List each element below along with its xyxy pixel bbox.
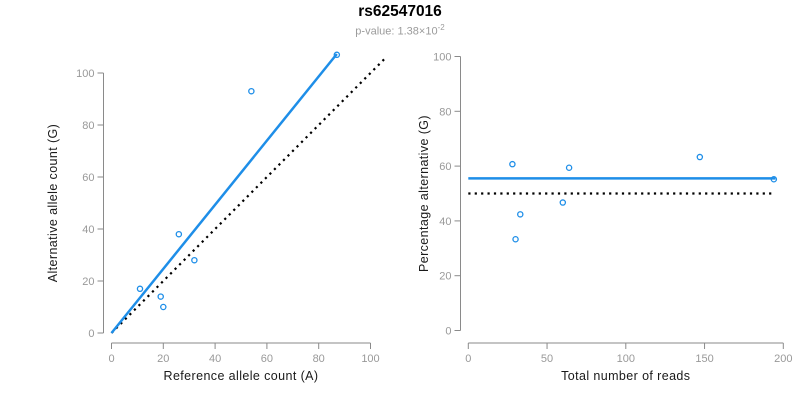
- p-value-exponent: -2: [437, 23, 445, 32]
- data-point: [517, 211, 524, 218]
- y-tick-label: 20: [439, 271, 451, 283]
- y-tick-label: 80: [82, 120, 94, 132]
- x-axis-label: Reference allele count (A): [164, 369, 319, 383]
- data-point: [160, 303, 167, 311]
- y-tick-label: 0: [445, 326, 451, 338]
- y-tick-label: 20: [82, 276, 94, 288]
- data-point: [565, 164, 573, 171]
- data-point: [512, 236, 519, 243]
- x-tick-label: 80: [313, 353, 325, 365]
- data-point: [509, 160, 516, 168]
- x-tick-label: 0: [108, 353, 114, 365]
- y-axis-label: Percentage alternative (G): [417, 115, 431, 272]
- y-tick-label: 40: [439, 216, 451, 228]
- y-tick-label: 80: [439, 106, 451, 118]
- x-tick-label: 40: [209, 353, 221, 365]
- data-point: [559, 199, 567, 206]
- x-tick-label: 150: [695, 353, 713, 365]
- regression-line: [110, 53, 338, 334]
- x-axis-label: Total number of reads: [561, 369, 690, 383]
- y-tick-label: 60: [82, 172, 94, 184]
- y-axis-label: Alternative allele count (G): [46, 124, 60, 283]
- y-tick-label: 100: [433, 52, 451, 64]
- data-point: [157, 293, 164, 300]
- page-title: rs62547016: [358, 3, 442, 20]
- data-point: [333, 51, 341, 59]
- data-point: [191, 256, 198, 264]
- data-point: [770, 176, 778, 183]
- x-tick-label: 100: [361, 353, 379, 365]
- y-tick-label: 100: [76, 68, 94, 80]
- x-tick-label: 200: [774, 353, 792, 365]
- p-value-subtitle: p-value: 1.38×10-2: [0, 23, 800, 38]
- data-point: [248, 87, 255, 95]
- p-value-text: p-value: 1.38×10: [355, 25, 438, 38]
- identity-line: [110, 56, 387, 334]
- y-tick-label: 60: [439, 161, 451, 173]
- y-tick-label: 0: [88, 328, 94, 340]
- x-tick-label: 0: [465, 353, 471, 365]
- x-tick-label: 60: [261, 353, 273, 365]
- data-point: [136, 285, 144, 293]
- data-point: [696, 153, 704, 161]
- x-tick-label: 20: [157, 353, 169, 365]
- data-point: [175, 230, 183, 238]
- y-tick-label: 40: [82, 224, 94, 236]
- x-tick-label: 50: [541, 353, 553, 365]
- x-tick-label: 100: [617, 353, 635, 365]
